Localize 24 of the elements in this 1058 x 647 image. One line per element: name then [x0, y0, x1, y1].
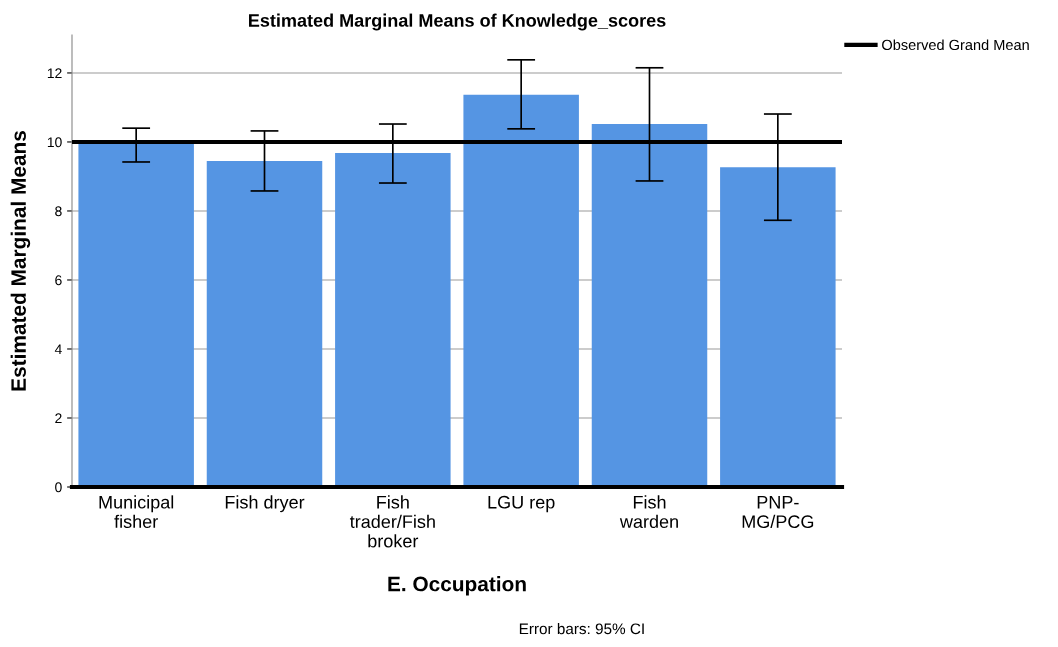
bar — [720, 167, 836, 487]
y-tick-label: 8 — [55, 206, 62, 217]
x-tick-label: PNP- MG/PCG — [742, 496, 814, 529]
y-tick-label: 12 — [47, 68, 62, 78]
text: Error bars: 95% CI — [519, 622, 644, 635]
legend-label: Observed Grand Mean — [882, 39, 1029, 51]
chart-title: Estimated Marginal Means of Knowledge_scores — [249, 13, 666, 31]
x-tick-label: Fish dryer — [225, 495, 305, 513]
x-axis-title: E. Occupation — [388, 576, 526, 596]
bar — [78, 141, 194, 487]
bar — [206, 160, 323, 487]
y-tick-label: 2 — [55, 413, 62, 424]
bar — [463, 94, 579, 487]
y-tick-label: 10 — [47, 137, 62, 148]
y-axis-title: Estimated Marginal Means — [10, 131, 31, 391]
x-tick-label: Fish warden — [619, 495, 678, 529]
bar — [591, 124, 708, 487]
y-tick-label: 6 — [55, 275, 62, 286]
bar — [335, 153, 451, 487]
x-tick-label: Fish trader/Fish broker — [349, 495, 435, 548]
y-tick-label: 0 — [55, 482, 62, 493]
x-tick-label: Municipal fisher — [99, 495, 174, 529]
x-tick-label: LGU rep — [488, 495, 555, 513]
y-tick-label: 4 — [54, 344, 62, 355]
